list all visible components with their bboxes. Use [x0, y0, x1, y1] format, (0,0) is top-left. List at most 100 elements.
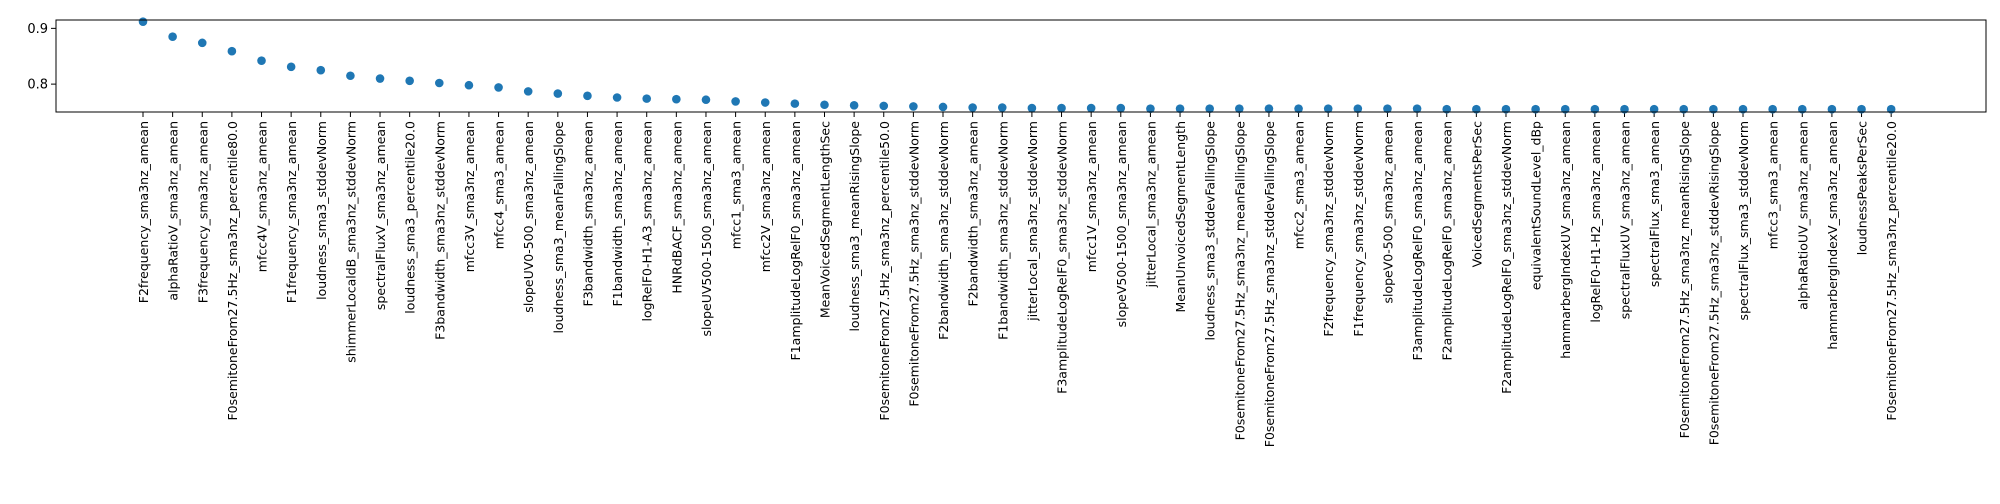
data-point — [760, 98, 770, 107]
x-tick-label: F0semitoneFrom27.5Hz_sma3nz_stddevRising… — [1706, 121, 1721, 446]
data-point — [286, 62, 296, 72]
data-point — [1738, 104, 1748, 114]
x-tick-label: loudnessPeaksPerSec — [1855, 121, 1870, 255]
x-tick-label: HNRdBACF_sma3nz_amean — [669, 121, 684, 294]
x-tick-label: F0semitoneFrom27.5Hz_sma3nz_percentile80… — [225, 121, 240, 421]
x-tick-label: F1frequency_sma3nz_stddevNorm — [1351, 121, 1366, 337]
data-point — [1086, 103, 1096, 113]
data-point — [1472, 104, 1481, 114]
x-tick-label: mfcc3V_sma3nz_amean — [462, 121, 477, 272]
data-point — [701, 95, 711, 105]
data-point — [820, 100, 829, 110]
x-tick-label: F3amplitudeLogRelF0_sma3nz_amean — [1410, 121, 1425, 360]
data-point — [1827, 104, 1837, 114]
x-tick-label: F0semitoneFrom27.5Hz_sma3nz_stddevNorm — [906, 121, 921, 407]
x-tick-label: mfcc2V_sma3nz_amean — [758, 121, 773, 272]
x-tick-label: F1bandwidth_sma3nz_stddevNorm — [995, 121, 1010, 340]
scatter-points — [138, 17, 1896, 114]
data-point — [1057, 103, 1066, 113]
x-tick-label: F1frequency_sma3nz_amean — [284, 121, 299, 303]
x-tick-label: hammarbergIndexUV_sma3nz_amean — [1558, 121, 1573, 359]
data-point — [257, 56, 266, 66]
data-point — [1886, 104, 1896, 114]
data-point — [1768, 104, 1777, 114]
x-tick-label: mfcc4V_sma3nz_amean — [255, 121, 270, 272]
x-tick-label: spectralFlux_sma3_stddevNorm — [1736, 121, 1751, 320]
x-tick-label: jitterLocal_sma3nz_amean — [1143, 121, 1158, 288]
x-tick-label: F3amplitudeLogRelF0_sma3nz_stddevNorm — [1055, 121, 1070, 394]
x-tick-label: alphaRatioUV_sma3nz_amean — [1795, 121, 1810, 310]
x-tick-label: F2frequency_sma3nz_stddevNorm — [1321, 121, 1336, 337]
data-point — [494, 83, 503, 92]
x-tick-label: spectralFlux_sma3_amean — [1647, 121, 1662, 287]
data-point — [672, 94, 681, 104]
data-point — [1146, 104, 1155, 113]
data-point — [375, 74, 385, 83]
x-tick-label: mfcc4_sma3_amean — [492, 121, 507, 249]
data-point — [138, 17, 148, 26]
x-tick-label: F3bandwidth_sma3nz_stddevNorm — [432, 121, 447, 340]
data-point — [1116, 103, 1126, 113]
x-tick-label: F2amplitudeLogRelF0_sma3nz_amean — [1440, 121, 1455, 360]
data-point — [731, 97, 740, 106]
x-tick-label: F2bandwidth_sma3nz_amean — [966, 121, 981, 306]
data-point — [168, 32, 177, 42]
x-tick-label: F3frequency_sma3nz_amean — [195, 121, 210, 303]
data-point — [523, 87, 533, 96]
x-tick-label: F0semitoneFrom27.5Hz_sma3nz_meanFallingS… — [1232, 121, 1247, 441]
y-axis-ticks: 0.8 0.9 — [27, 22, 56, 93]
x-tick-label: F2frequency_sma3nz_amean — [136, 121, 151, 303]
x-tick-label: F2bandwidth_sma3nz_stddevNorm — [936, 121, 951, 340]
data-point — [1531, 104, 1540, 114]
data-point — [316, 65, 326, 75]
x-tick-label: F0semitoneFrom27.5Hz_sma3nz_percentile50… — [877, 121, 892, 421]
data-point — [642, 94, 652, 103]
data-point — [405, 76, 414, 86]
data-point — [1027, 103, 1037, 113]
data-point — [1205, 104, 1214, 113]
data-point — [790, 99, 800, 108]
x-tick-label: equivalentSoundLevel_dBp — [1529, 121, 1544, 290]
x-tick-label: slopeV0-500_sma3nz_amean — [1380, 121, 1395, 304]
data-point — [1412, 104, 1422, 113]
data-point — [1442, 104, 1452, 114]
data-point — [1294, 104, 1303, 113]
x-tick-label: loudness_sma3_stddevFallingSlope — [1203, 121, 1218, 341]
x-tick-label: F1bandwidth_sma3nz_amean — [610, 121, 625, 306]
x-axis-ticks: F2frequency_sma3nz_amean alphaRatioV_sma3… — [136, 112, 1899, 447]
x-tick-label: MeanUnvoicedSegmentLength — [1173, 121, 1188, 313]
x-tick-label: loudness_sma3_stddevNorm — [314, 121, 329, 300]
x-tick-label: alphaRatioV_sma3nz_amean — [166, 121, 181, 301]
x-tick-label: spectralFluxUV_sma3nz_amean — [1618, 121, 1633, 319]
data-point — [553, 89, 563, 98]
x-tick-label: slopeV500-1500_sma3nz_amean — [1114, 121, 1129, 327]
data-point — [1857, 104, 1866, 114]
x-tick-label: hammarbergIndexV_sma3nz_amean — [1825, 121, 1840, 350]
x-tick-label: loudness_sma3_meanRisingSlope — [847, 121, 862, 332]
data-point — [464, 80, 474, 90]
x-tick-label: mfcc3_sma3_amean — [1766, 121, 1781, 249]
data-point — [346, 71, 355, 81]
plot-frame — [55, 19, 1987, 113]
data-point — [435, 78, 444, 88]
data-point — [1560, 104, 1570, 114]
x-tick-label: F2amplitudeLogRelF0_sma3nz_stddevNorm — [1499, 121, 1514, 394]
x-tick-label: F3bandwidth_sma3nz_amean — [580, 121, 595, 306]
x-tick-label: F0semitoneFrom27.5Hz_sma3nz_meanRisingSl… — [1677, 121, 1692, 439]
data-point — [849, 101, 859, 110]
x-tick-label: shimmerLocaldB_sma3nz_stddevNorm — [343, 121, 358, 363]
data-point — [1709, 104, 1718, 114]
x-tick-label: VoicedSegmentsPerSec — [1469, 121, 1484, 268]
x-tick-label: mfcc2_sma3_amean — [1292, 121, 1307, 249]
data-point — [997, 103, 1007, 112]
data-point — [1501, 104, 1511, 114]
data-point — [1590, 104, 1600, 114]
data-point — [583, 91, 592, 101]
x-tick-label: slopeUV500-1500_sma3nz_amean — [699, 121, 714, 337]
x-tick-label: F1amplitudeLogRelF0_sma3nz_amean — [788, 121, 803, 360]
data-point — [612, 93, 622, 102]
x-tick-label: jitterLocal_sma3nz_stddevNorm — [1025, 121, 1040, 322]
data-point — [909, 102, 918, 111]
x-tick-label: logRelF0-H1-H2_sma3nz_amean — [1588, 121, 1603, 323]
